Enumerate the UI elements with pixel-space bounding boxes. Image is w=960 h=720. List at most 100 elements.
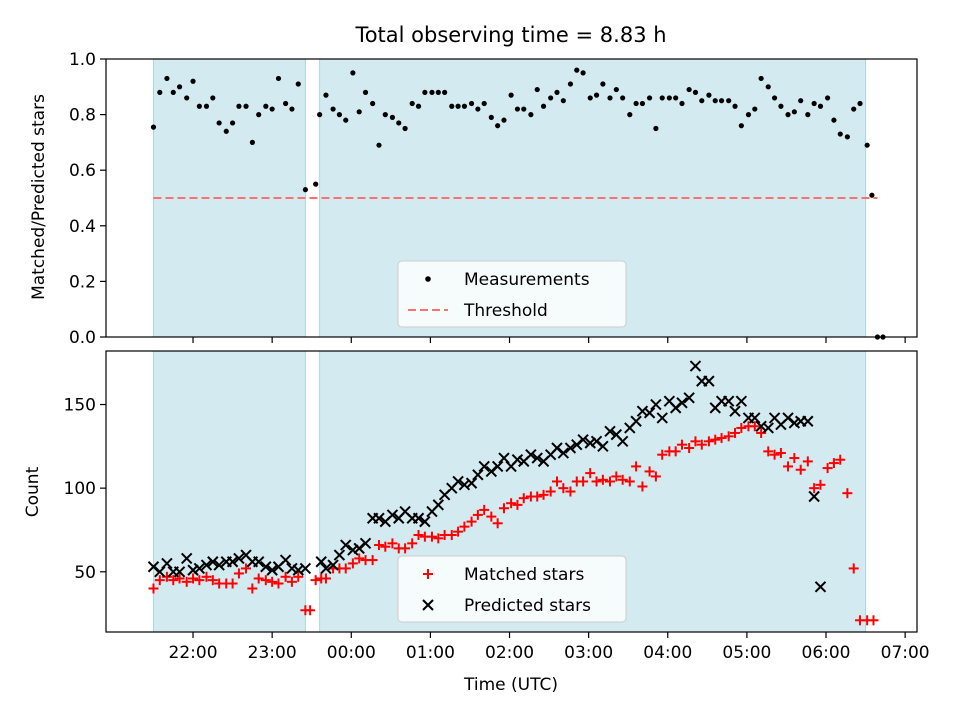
ratio-panel: 0.0 0.2 0.4 0.6 0.8 1.0 Measurements Threshold bbox=[69, 50, 918, 348]
matched-star-point bbox=[305, 605, 316, 616]
measurement-point bbox=[203, 103, 210, 109]
measurement-point bbox=[666, 95, 672, 101]
matched-star-point bbox=[466, 516, 477, 527]
matched-star-point bbox=[710, 434, 721, 445]
matched-star-point bbox=[617, 474, 628, 485]
matched-star-point bbox=[749, 421, 760, 432]
legend-label: Matched stars bbox=[464, 565, 584, 585]
predicted-star-point bbox=[814, 581, 827, 593]
measurement-point bbox=[210, 95, 216, 101]
measurement-point bbox=[587, 95, 593, 101]
matched-star-point bbox=[828, 458, 839, 469]
measurement-point bbox=[738, 123, 744, 129]
measurement-point bbox=[639, 100, 646, 107]
measurement-point bbox=[653, 125, 659, 132]
x-tick-label: 22:00 bbox=[169, 643, 218, 663]
measurement-point bbox=[396, 120, 402, 126]
matched-star-point bbox=[763, 446, 774, 457]
measurement-point bbox=[317, 112, 323, 118]
measurement-point bbox=[370, 100, 376, 107]
measurement-point bbox=[455, 103, 461, 109]
legend-label: Threshold bbox=[463, 301, 548, 321]
matched-star-point bbox=[347, 558, 358, 569]
measurement-point bbox=[857, 100, 863, 107]
matched-star-point bbox=[310, 575, 321, 586]
predicted-star-point bbox=[315, 556, 327, 568]
matched-star-point bbox=[207, 575, 218, 586]
matched-star-point bbox=[611, 471, 622, 482]
measurement-point bbox=[633, 100, 639, 107]
count-panel: 50 100 150 22:00 23:00 00:00 01:00 02:00 03:00 04… bbox=[64, 350, 930, 663]
measurement-point bbox=[798, 98, 804, 104]
measurement-point bbox=[323, 92, 329, 98]
measurement-point bbox=[376, 142, 382, 148]
x-tick-label: 23:00 bbox=[248, 643, 297, 663]
measurement-point bbox=[313, 181, 319, 187]
predicted-star-point bbox=[616, 435, 629, 448]
measurement-point bbox=[350, 70, 356, 76]
matched-star-point bbox=[453, 526, 464, 537]
y-tick-label: 100 bbox=[64, 479, 96, 499]
measurement-point bbox=[869, 192, 875, 198]
predicted-star-point bbox=[180, 552, 193, 565]
matched-star-point bbox=[696, 439, 707, 450]
measurement-point bbox=[560, 98, 566, 104]
matched-star-point bbox=[723, 431, 734, 442]
x-tick-label: 07:00 bbox=[881, 643, 930, 663]
measurement-point bbox=[514, 106, 521, 112]
matched-star-point bbox=[670, 446, 681, 457]
matched-star-point bbox=[769, 449, 780, 460]
predicted-star-point bbox=[676, 397, 688, 409]
matched-star-point bbox=[400, 543, 411, 554]
predicted-star-point bbox=[577, 433, 589, 446]
predicted-star-point bbox=[299, 562, 312, 575]
matched-star-point bbox=[367, 555, 378, 566]
measurement-point bbox=[216, 120, 222, 126]
matched-star-point bbox=[677, 439, 688, 450]
predicted-star-point bbox=[359, 537, 372, 550]
predicted-star-point bbox=[683, 392, 695, 404]
measurement-point bbox=[508, 92, 514, 98]
matched-star-point bbox=[605, 476, 616, 487]
measurement-point bbox=[429, 89, 435, 95]
predicted-star-point bbox=[200, 559, 213, 571]
measurement-point bbox=[811, 100, 817, 107]
measurement-point bbox=[501, 117, 507, 123]
matched-star-point bbox=[273, 578, 284, 589]
matched-star-point bbox=[716, 432, 727, 443]
matched-star-point bbox=[624, 476, 635, 487]
predicted-star-point bbox=[735, 395, 748, 407]
measurement-point bbox=[263, 103, 269, 109]
measurement-point bbox=[468, 100, 475, 107]
measurement-point bbox=[170, 89, 176, 95]
measurement-point bbox=[534, 86, 540, 93]
measurement-point bbox=[157, 89, 163, 95]
predicted-star-point bbox=[478, 460, 490, 473]
measurement-point bbox=[184, 95, 190, 101]
measurement-point bbox=[692, 89, 699, 95]
measurement-point bbox=[223, 128, 229, 134]
measurement-point bbox=[256, 112, 262, 118]
measurement-point bbox=[236, 103, 242, 109]
matched-star-point bbox=[373, 540, 384, 551]
matched-star-point bbox=[585, 468, 596, 479]
y-tick-label: 0.4 bbox=[69, 217, 96, 237]
matched-star-point bbox=[286, 576, 297, 587]
matched-star-point bbox=[479, 504, 490, 515]
matched-star-point bbox=[267, 576, 278, 587]
predicted-star-point bbox=[604, 425, 616, 437]
predicted-star-point bbox=[386, 509, 399, 521]
measurement-point bbox=[275, 75, 282, 82]
matched-star-point bbox=[578, 476, 589, 487]
matched-star-point bbox=[802, 456, 813, 467]
measurement-point bbox=[554, 89, 560, 95]
y-tick-label: 1.0 bbox=[69, 50, 96, 70]
legend: Measurements Threshold bbox=[397, 260, 627, 328]
measurement-point bbox=[528, 112, 534, 118]
predicted-star-point bbox=[525, 448, 537, 461]
matched-star-point bbox=[486, 511, 497, 522]
predicted-star-point bbox=[656, 412, 668, 424]
matched-star-point bbox=[148, 583, 159, 594]
predicted-star-point bbox=[564, 442, 577, 454]
measurement-point bbox=[880, 334, 886, 340]
